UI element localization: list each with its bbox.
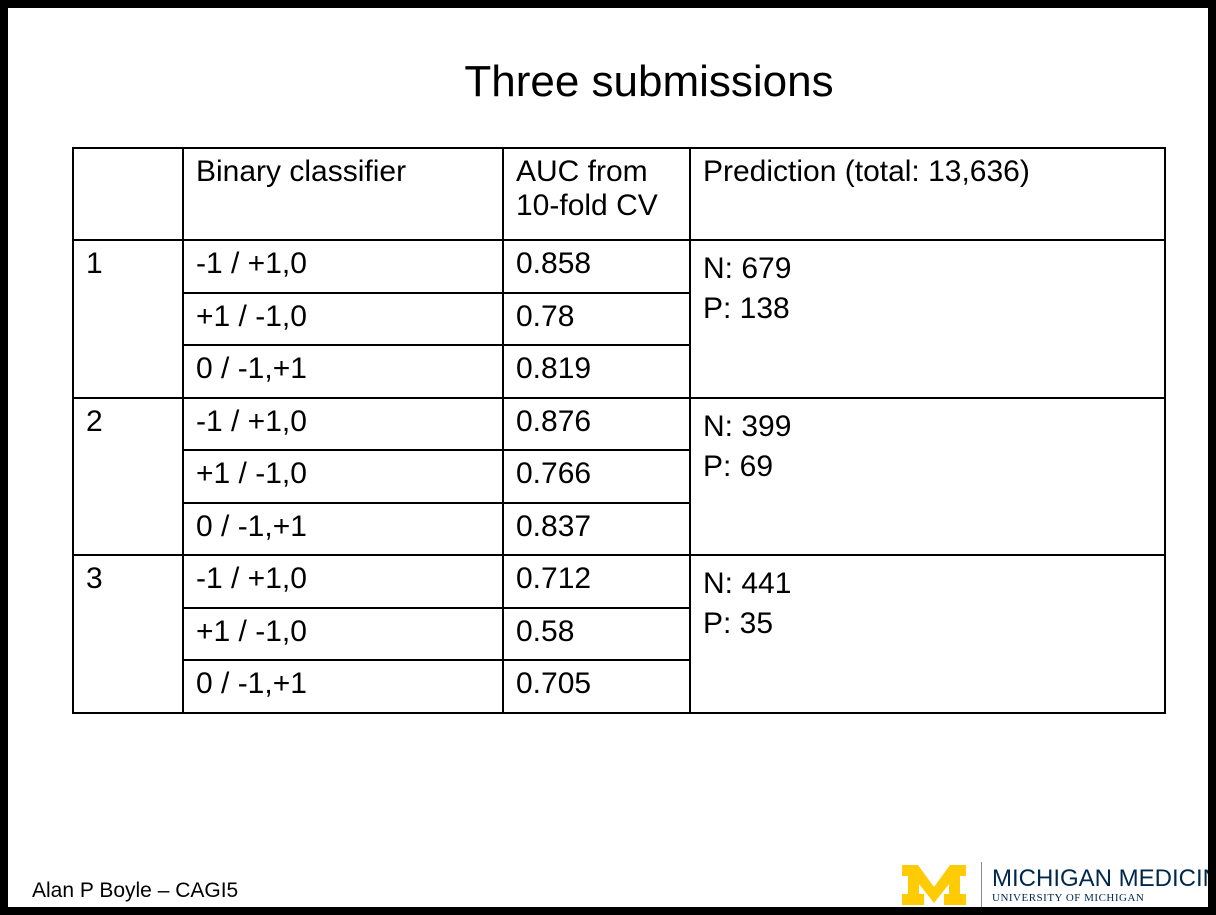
classifier-cell: 0 / -1,+1: [182, 659, 504, 714]
prediction-negative: N: 679: [703, 252, 792, 285]
header-cell-classifier: Binary classifier: [182, 147, 504, 241]
table-row: 3 -1 / +1,0 0.712 N: 441 P: 35: [72, 554, 1166, 714]
table-row: +1 / -1,0 0.766: [73, 449, 1165, 504]
submission-id-cell: 1: [72, 239, 184, 399]
table-row: 0 / -1,+1 0.705: [73, 659, 1165, 714]
classifier-cell: +1 / -1,0: [182, 449, 504, 504]
table-row: +1 / -1,0 0.58: [73, 606, 1165, 661]
footer-author: Alan P Boyle – CAGI5: [32, 879, 239, 902]
classifier-cell: 0 / -1,+1: [182, 344, 504, 399]
classifier-cell: -1 / +1,0: [182, 396, 504, 451]
classifier-cell: 0 / -1,+1: [182, 501, 504, 556]
logo-text: MICHIGAN MEDICINE UNIVERSITY OF MICHIGAN: [992, 865, 1208, 905]
submission-id-cell: 2: [72, 396, 184, 556]
classifier-cell: +1 / -1,0: [182, 606, 504, 661]
table-row: 0 / -1,+1 0.837: [73, 501, 1165, 556]
logo-line2: UNIVERSITY OF MICHIGAN: [992, 892, 1145, 904]
logo-divider: [981, 862, 982, 907]
logo-line1: MICHIGAN MEDICINE: [992, 865, 1208, 892]
submission-id-cell: 3: [72, 554, 184, 714]
slide-title: Three submissions: [464, 57, 834, 106]
michigan-medicine-logo: MICHIGAN MEDICINE UNIVERSITY OF MICHIGAN: [901, 862, 1208, 907]
table-row: +1 / -1,0 0.78: [73, 291, 1165, 346]
table-row: 0 / -1,+1 0.819: [73, 344, 1165, 399]
classifier-cell: +1 / -1,0: [182, 291, 504, 346]
auc-cell: 0.58: [502, 606, 691, 661]
block-m-icon: [902, 865, 966, 905]
auc-cell: 0.78: [502, 291, 691, 346]
prediction-positive: P: 138: [703, 292, 790, 325]
submissions-table: Binary classifier AUC from 10-fold CV Pr…: [72, 147, 1166, 714]
classifier-cell: -1 / +1,0: [182, 239, 504, 294]
table-header-row: Binary classifier AUC from 10-fold CV Pr…: [72, 147, 1166, 241]
auc-cell: 0.819: [502, 344, 691, 399]
prediction-cell: N: 679 P: 138: [689, 239, 1166, 399]
auc-cell: 0.876: [502, 396, 691, 451]
prediction-negative: N: 399: [703, 409, 792, 443]
auc-cell: 0.837: [502, 501, 691, 556]
auc-cell: 0.766: [502, 449, 691, 504]
prediction-cell: N: 399 P: 69: [689, 396, 1166, 556]
prediction-positive: P: 35: [703, 607, 774, 640]
prediction-cell: N: 441 P: 35: [689, 554, 1166, 714]
auc-cell: 0.712: [502, 554, 691, 609]
table-row: 2 -1 / +1,0 0.876 N: 399 P: 69: [72, 396, 1166, 556]
prediction-negative: N: 441: [703, 567, 792, 600]
header-cell-id: [72, 147, 184, 241]
header-cell-auc: AUC from 10-fold CV: [502, 147, 691, 241]
classifier-cell: -1 / +1,0: [182, 554, 504, 609]
auc-cell: 0.705: [502, 659, 691, 714]
table-row: 1 -1 / +1,0 0.858 N: 679 P: 138: [72, 239, 1166, 399]
header-cell-prediction: Prediction (total: 13,636): [689, 147, 1166, 241]
slide: Three submissions Binary classifier AUC …: [8, 8, 1208, 907]
prediction-positive: P: 69: [703, 449, 774, 483]
auc-cell: 0.858: [502, 239, 691, 294]
